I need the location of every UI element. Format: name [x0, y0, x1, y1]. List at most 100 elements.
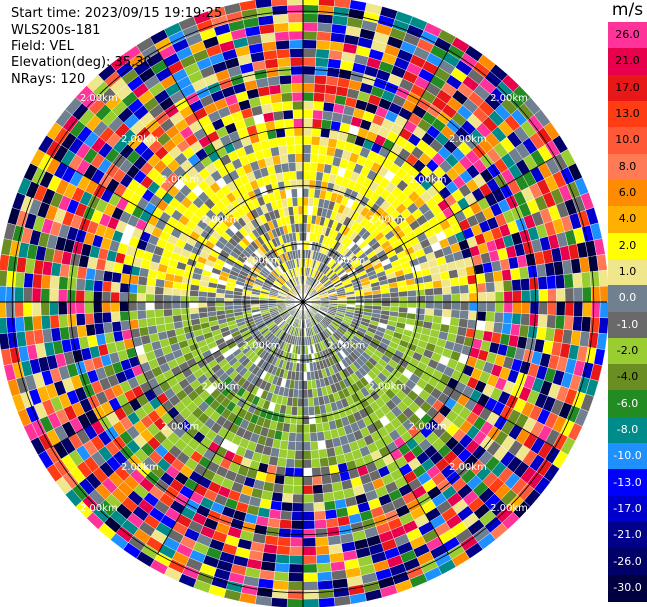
range-gate: [494, 291, 505, 303]
range-gate: [289, 170, 297, 181]
range-gate: [372, 301, 382, 307]
range-gate: [289, 39, 304, 49]
range-gate: [512, 290, 522, 303]
range-gate: [302, 39, 317, 49]
range-gate: [477, 292, 487, 303]
range-ring-label: 2.00km: [409, 422, 447, 433]
colorbar-tick-label: -8.0: [616, 422, 639, 436]
range-gate: [110, 291, 120, 303]
range-gate: [305, 240, 310, 250]
range-gate: [14, 316, 25, 333]
range-gate: [322, 483, 334, 494]
range-gate: [274, 474, 285, 485]
range-gate: [154, 294, 164, 303]
range-gate: [298, 380, 304, 390]
range-gate: [224, 305, 234, 311]
range-gate: [302, 493, 314, 504]
range-gate: [302, 223, 308, 233]
range-gate: [290, 414, 298, 425]
range-gate: [23, 272, 34, 288]
range-gate: [292, 493, 304, 504]
range-gate: [290, 406, 298, 416]
range-gate: [146, 317, 157, 327]
range-gate: [415, 282, 425, 291]
range-gate: [442, 294, 452, 303]
range-ring-label: 2.00km: [161, 422, 199, 433]
range-gate: [302, 92, 315, 102]
range-gate: [581, 271, 592, 288]
range-gate: [145, 309, 156, 319]
range-gate: [295, 170, 304, 180]
range-gate: [494, 280, 504, 293]
range-gate: [407, 301, 417, 309]
range-gate: [468, 283, 478, 294]
range-gate: [405, 318, 416, 326]
range-gate: [180, 301, 190, 309]
range-gate: [501, 269, 512, 282]
range-gate: [197, 301, 208, 308]
range-gate: [590, 301, 601, 318]
range-gate: [573, 301, 583, 317]
range-gate: [315, 422, 324, 433]
range-gate: [275, 554, 290, 565]
range-gate: [154, 301, 164, 310]
range-gate: [460, 293, 470, 303]
range-ring-label: 2.00km: [243, 256, 281, 267]
range-gate: [271, 154, 282, 166]
range-gate: [312, 101, 325, 111]
range-gate: [309, 162, 318, 172]
range-gate: [297, 397, 304, 408]
range-gate: [308, 179, 316, 190]
range-gate: [319, 136, 330, 147]
range-gate: [136, 310, 147, 320]
range-gate: [311, 467, 322, 477]
range-gate: [316, 39, 331, 50]
range-gate: [233, 305, 243, 310]
range-gate: [286, 449, 296, 460]
range-gate: [67, 313, 78, 327]
range-gate: [215, 297, 225, 303]
range-gate: [101, 291, 112, 303]
range-gate: [316, 554, 331, 565]
range-gate: [311, 458, 321, 469]
range-gate: [58, 289, 68, 303]
range-gate: [433, 287, 443, 296]
range-gate: [547, 288, 557, 303]
range-gate: [302, 380, 308, 390]
range-gate: [294, 450, 304, 460]
range-gate: [23, 287, 33, 303]
range-gate: [302, 170, 311, 180]
range-gate: [315, 57, 329, 68]
range-ring-label: 2.00km: [202, 381, 240, 392]
range-gate: [302, 13, 319, 23]
range-gate: [265, 526, 280, 537]
range-gate: [564, 287, 575, 303]
range-gate: [111, 321, 122, 333]
range-gate: [510, 267, 521, 281]
range-gate: [295, 153, 304, 163]
range-gate: [309, 344, 315, 355]
range-gate: [564, 301, 575, 317]
range-gate: [297, 205, 304, 215]
range-gate: [93, 279, 104, 292]
range-gate: [312, 475, 323, 486]
range-gate: [390, 301, 400, 308]
range-gate: [278, 66, 292, 77]
range-gate: [484, 321, 495, 333]
range-gate: [162, 301, 173, 310]
range-gate: [520, 313, 531, 326]
range-gate: [312, 109, 324, 120]
range-gate: [85, 323, 96, 337]
range-gate: [23, 316, 34, 332]
range-gate: [265, 67, 280, 78]
range-gate: [486, 291, 496, 303]
range-gate: [278, 527, 292, 538]
range-gate: [155, 316, 165, 326]
range-gate: [468, 292, 479, 303]
range-gate: [450, 309, 461, 319]
range-gate: [0, 317, 8, 335]
range-gate: [563, 273, 574, 289]
range-gate: [316, 562, 332, 573]
range-gate: [120, 273, 131, 284]
